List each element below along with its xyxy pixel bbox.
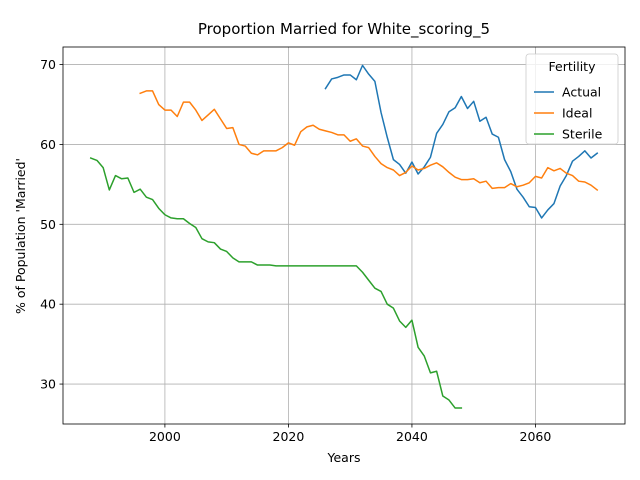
legend-label-sterile: Sterile (562, 127, 603, 142)
chart-title: Proportion Married for White_scoring_5 (198, 20, 490, 39)
x-tick-label: 2020 (273, 429, 305, 444)
legend-title: Fertility (549, 59, 597, 74)
axes-frame (62, 46, 626, 425)
y-tick-label: 50 (40, 217, 56, 232)
series-line-sterile (89, 157, 463, 409)
y-tick-label: 40 (40, 297, 56, 312)
y-axis-label: % of Population 'Married' (13, 158, 28, 314)
y-tick-label: 30 (40, 377, 56, 392)
series-line-ideal (139, 90, 599, 192)
x-tick-label: 2040 (396, 429, 428, 444)
plot-area: 2000 2020 2040 2060 30 40 50 60 70 (40, 46, 626, 444)
y-tick-label: 60 (40, 137, 56, 152)
x-axis-label: Years (327, 450, 361, 465)
series-line-actual (324, 64, 599, 219)
legend: Fertility Actual Ideal Sterile (525, 53, 619, 145)
legend-label-actual: Actual (562, 85, 601, 100)
x-tick-label: 2060 (520, 429, 552, 444)
legend-label-ideal: Ideal (562, 106, 592, 121)
y-tick-label: 70 (40, 57, 56, 72)
legend-box (525, 53, 619, 145)
x-tick-label: 2000 (149, 429, 181, 444)
